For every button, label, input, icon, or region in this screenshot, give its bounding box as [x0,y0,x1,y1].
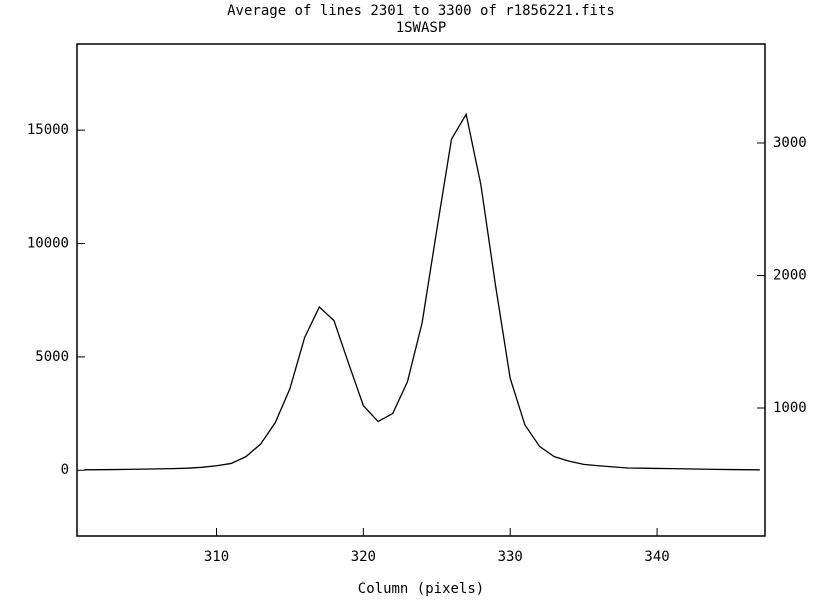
y2-tick-label: 3000 [773,135,807,151]
y-tick-label: 0 [61,462,69,478]
y2-tick-label: 2000 [773,267,807,283]
chart-title: Average of lines 2301 to 3300 of r185622… [227,3,615,19]
x-tick-label: 340 [644,549,669,565]
plot-frame [76,43,766,537]
y-tick-label: 15000 [27,122,69,138]
y-tick-label: 5000 [35,349,69,365]
y2-tick-label: 1000 [773,400,807,416]
y-tick-label: 10000 [27,236,69,252]
x-tick-label: 330 [498,549,523,565]
x-tick-label: 320 [351,549,376,565]
chart-subtitle: 1SWASP [396,20,447,36]
x-axis-label: Column (pixels) [358,581,484,597]
x-tick-label: 310 [204,549,229,565]
data-line [84,112,760,471]
